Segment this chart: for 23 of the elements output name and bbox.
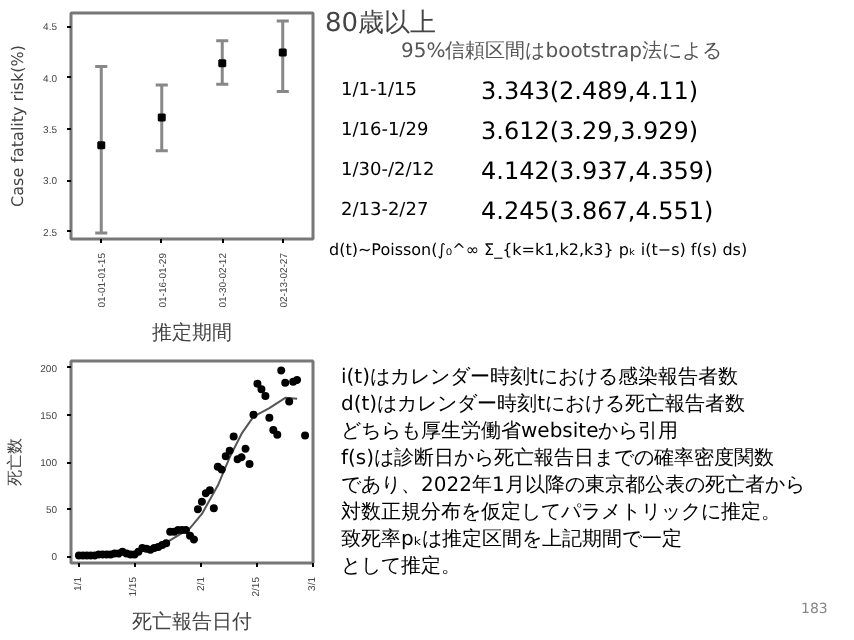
text: 4.142(3.937,4.359) bbox=[481, 157, 714, 185]
text: 1/16-1/29 bbox=[341, 121, 429, 141]
text: i(t)はカレンダー時刻tにおける感染報告者数 bbox=[341, 365, 738, 389]
text: 1/30-/2/12 bbox=[341, 161, 435, 181]
text: f(s)は診断日から死亡報告日までの確率密度関数 bbox=[341, 446, 775, 470]
text: 80歳以上 bbox=[325, 9, 437, 39]
text: 対数正規分布を仮定してパラメトリックに推定。 bbox=[341, 500, 781, 524]
text: 3.612(3.29,3.929) bbox=[481, 117, 699, 145]
text: であり、2022年1月以降の東京都公表の死亡者から bbox=[341, 473, 805, 497]
text: 95%信頼区間はbootstrap法による bbox=[401, 39, 722, 63]
text: 4.245(3.867,4.551) bbox=[481, 197, 714, 225]
text: d(t)はカレンダー時刻tにおける死亡報告者数 bbox=[341, 392, 745, 416]
text: 1/1-1/15 bbox=[341, 81, 417, 101]
text: d(t)~Poisson(∫₀^∞ Σ_{k=k1,k2,k3} pₖ i(t−s) f(s) ds) bbox=[329, 241, 748, 259]
y-axis-title: 死亡数 bbox=[6, 438, 25, 486]
text: どちらも厚生労働省websiteから引用 bbox=[341, 419, 679, 443]
x-axis-title: 死亡報告日付 bbox=[132, 610, 252, 635]
x-axis-title: 推定期間 bbox=[152, 321, 232, 346]
y-axis-title: Case fatality risk(%) bbox=[9, 45, 28, 207]
text: として推定。 bbox=[341, 554, 461, 578]
text: 3.343(2.489,4.11) bbox=[481, 77, 699, 105]
text: 致死率pₖは推定区間を上記期間で一定 bbox=[341, 527, 683, 551]
text: 2/13-2/27 bbox=[341, 201, 429, 221]
